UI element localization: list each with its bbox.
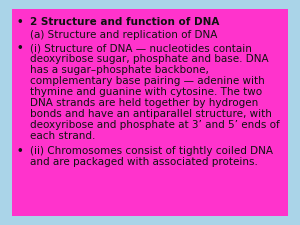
Text: 2 Structure and function of DNA: 2 Structure and function of DNA	[30, 17, 219, 27]
FancyBboxPatch shape	[12, 9, 288, 216]
Text: •: •	[16, 146, 23, 155]
Text: deoxyribose sugar, phosphate and base. DNA: deoxyribose sugar, phosphate and base. D…	[30, 54, 268, 64]
Text: thymine and guanine with cytosine. The two: thymine and guanine with cytosine. The t…	[30, 87, 262, 97]
Text: (a) Structure and replication of DNA: (a) Structure and replication of DNA	[30, 29, 218, 40]
Text: (i) Structure of DNA — nucleotides contain: (i) Structure of DNA — nucleotides conta…	[30, 43, 252, 53]
Text: •: •	[16, 17, 23, 27]
Text: bonds and have an antiparallel structure, with: bonds and have an antiparallel structure…	[30, 109, 272, 119]
Text: DNA strands are held together by hydrogen: DNA strands are held together by hydroge…	[30, 98, 258, 108]
Text: deoxyribose and phosphate at 3’ and 5’ ends of: deoxyribose and phosphate at 3’ and 5’ e…	[30, 120, 280, 130]
Text: complementary base pairing — adenine with: complementary base pairing — adenine wit…	[30, 76, 265, 86]
Text: each strand.: each strand.	[30, 131, 95, 141]
Text: •: •	[16, 43, 23, 53]
Text: and are packaged with associated proteins.: and are packaged with associated protein…	[30, 157, 258, 166]
Text: has a sugar–phosphate backbone,: has a sugar–phosphate backbone,	[30, 65, 209, 75]
Text: (ii) Chromosomes consist of tightly coiled DNA: (ii) Chromosomes consist of tightly coil…	[30, 146, 273, 155]
